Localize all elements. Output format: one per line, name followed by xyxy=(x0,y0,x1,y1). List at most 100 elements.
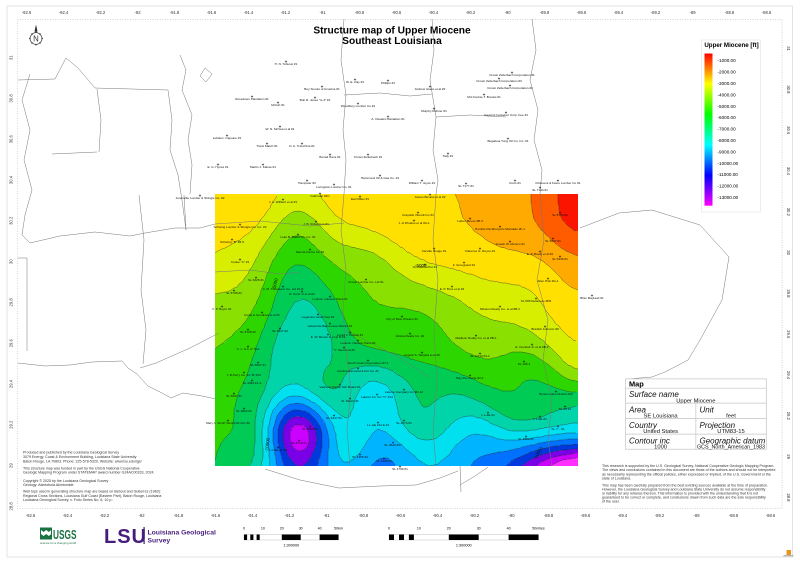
svg-text:SL 4355 #2: SL 4355 #2 xyxy=(352,455,368,459)
svg-text:Bliss Mayland #1: Bliss Mayland #1 xyxy=(580,296,604,300)
svg-text:Boy Scouts of America #1: Boy Scouts of America #1 xyxy=(304,87,340,91)
svg-text:Livingston Lumber Co. #1: Livingston Lumber Co. #1 xyxy=(316,185,352,189)
svg-text:-8000.00: -8000.00 xyxy=(718,138,737,143)
svg-text:This research is supported by: This research is supported by the U.S. G… xyxy=(602,464,774,468)
svg-text:This map has been carefully pr: This map has been carefully prepared fro… xyxy=(602,483,768,487)
svg-text:E. G. Hynes #1: E. G. Hynes #1 xyxy=(208,165,229,169)
svg-text:SL 8750 #1: SL 8750 #1 xyxy=(302,427,318,431)
svg-text:50miles: 50miles xyxy=(532,527,545,531)
svg-text:South Coast Corporation #7-1: South Coast Corporation #7-1 xyxy=(347,361,388,365)
svg-text:McGirt #1: McGirt #1 xyxy=(271,103,285,107)
svg-text:SL 7177 #1: SL 7177 #1 xyxy=(458,184,474,188)
svg-text:Crown Zellerbach Corporation #: Crown Zellerbach Corporation #1 xyxy=(489,73,535,77)
svg-text:30.6: 30.6 xyxy=(786,126,791,135)
svg-text:F. Grougnard #1: F. Grougnard #1 xyxy=(453,263,476,267)
svg-text:SL 195-1: SL 195-1 xyxy=(518,362,531,366)
svg-text:Continental Land & Fur Co. #1: Continental Land & Fur Co. #1 xyxy=(337,369,379,373)
svg-text:C. L. & F. A* #10: C. L. & F. A* #10 xyxy=(237,347,260,351)
svg-text:science for a changing world: science for a changing world xyxy=(40,541,77,545)
svg-text:1000: 1000 xyxy=(654,444,667,450)
svg-text:Andrew Grace et al #2: Andrew Grace et al #2 xyxy=(415,87,446,91)
svg-text:Copyright © 2025 by the Louisi: Copyright © 2025 by the Louisiana Geolog… xyxy=(23,479,109,483)
svg-text:-91: -91 xyxy=(319,10,326,15)
svg-text:0: 0 xyxy=(388,527,390,531)
svg-text:United States: United States xyxy=(643,429,678,435)
svg-text:29.6: 29.6 xyxy=(9,338,14,347)
svg-text:-4000.00: -4000.00 xyxy=(718,92,737,97)
svg-text:-91.2: -91.2 xyxy=(285,513,295,518)
svg-text:Well tops used in generating s: Well tops used in generating structure m… xyxy=(23,489,161,493)
svg-text:29.2: 29.2 xyxy=(9,420,14,429)
svg-text:-88.8: -88.8 xyxy=(729,513,739,518)
svg-text:Upper Miocene [ft]: Upper Miocene [ft] xyxy=(704,42,758,49)
svg-text:30.8: 30.8 xyxy=(9,94,14,103)
svg-text:-91: -91 xyxy=(323,513,330,518)
svg-text:The views and conclusions cont: The views and conclusions contained in t… xyxy=(602,468,775,472)
svg-text:SL 5407 #1: SL 5407 #1 xyxy=(545,239,561,243)
svg-text:Louis E. Cartano Hans #1: Louis E. Cartano Hans #1 xyxy=(340,341,376,345)
svg-text:-90.2: -90.2 xyxy=(470,513,480,518)
svg-text:-89.6: -89.6 xyxy=(581,513,591,518)
svg-text:Geologic Mapping Program under: Geologic Mapping Program under STATEMAP … xyxy=(23,471,154,475)
svg-text:40: 40 xyxy=(318,527,322,531)
svg-text:SL 5097 #1: SL 5097 #1 xyxy=(250,363,266,367)
svg-text:-13000.00: -13000.00 xyxy=(718,195,739,200)
svg-text:However, the Louisiana Geologi: However, the Louisiana Geological Survey… xyxy=(602,487,766,491)
svg-text:City of New Orleans #1: City of New Orleans #1 xyxy=(386,317,418,321)
svg-text:as necessarily representing th: as necessarily representing the official… xyxy=(602,472,771,476)
svg-text:Mission Realty Co. et al #B-2: Mission Realty Co. et al #B-2 xyxy=(480,307,520,311)
svg-text:Gaylord Container Corp. Fee #1: Gaylord Container Corp. Fee #1 xyxy=(484,113,528,117)
svg-text:Cooke "A" #1: Cooke "A" #1 xyxy=(231,260,250,264)
svg-text:Luke B. Babin Co. Inc. #1: Luke B. Babin Co. Inc. #1 xyxy=(280,235,315,239)
svg-text:30.2: 30.2 xyxy=(786,208,791,217)
svg-text:Graysille Oberdt Inc #1: Graysille Oberdt Inc #1 xyxy=(402,213,434,217)
svg-text:30: 30 xyxy=(786,250,791,255)
svg-text:William T. Joyce #1: William T. Joyce #1 xyxy=(409,181,436,185)
svg-text:-92.4: -92.4 xyxy=(59,10,69,15)
svg-text:L.L.&E #1: L.L.&E #1 xyxy=(481,413,495,417)
svg-text:-92: -92 xyxy=(134,10,141,15)
svg-text:Area: Area xyxy=(628,406,646,415)
svg-text:29: 29 xyxy=(786,454,791,459)
svg-text:30: 30 xyxy=(477,527,481,531)
svg-text:30.6: 30.6 xyxy=(9,134,14,143)
svg-text:SL 7... #1: SL 7... #1 xyxy=(551,427,564,431)
svg-text:state of Louisiana.: state of Louisiana. xyxy=(602,476,631,480)
svg-text:This structure map was funded: This structure map was funded in part by… xyxy=(23,466,140,470)
svg-text:29.4: 29.4 xyxy=(786,371,791,380)
svg-text:-6000.00: -6000.00 xyxy=(718,115,737,120)
svg-text:-88.8: -88.8 xyxy=(725,10,735,15)
svg-text:Clarence G. Royce #1: Clarence G. Royce #1 xyxy=(465,249,496,253)
svg-text:30.4: 30.4 xyxy=(786,167,791,176)
svg-text:30: 30 xyxy=(9,259,14,264)
svg-text:Unit: Unit xyxy=(700,406,715,415)
svg-text:-89: -89 xyxy=(693,513,700,518)
svg-text:29.4: 29.4 xyxy=(9,379,14,388)
svg-text:guaranteed to be correct or co: guaranteed to be correct or complete, an… xyxy=(602,496,766,500)
svg-text:Trans Match #1: Trans Match #1 xyxy=(256,144,278,148)
svg-text:Angela S. Tangled et al #2: Angela S. Tangled et al #2 xyxy=(404,353,440,357)
svg-text:Schwing "B" #8-5: Schwing "B" #8-5 xyxy=(220,240,244,244)
svg-text:29.2: 29.2 xyxy=(786,412,791,421)
svg-text:W. E. Day #1: W. E. Day #1 xyxy=(346,80,364,84)
svg-text:20: 20 xyxy=(447,527,451,531)
svg-text:Contour inc: Contour inc xyxy=(629,437,670,446)
svg-text:-11000.00: -11000.00 xyxy=(718,172,739,177)
svg-text:Crown Zellerbach Corporation #: Crown Zellerbach Corporation #2 xyxy=(487,86,533,90)
svg-text:31: 31 xyxy=(786,46,791,51)
svg-text:D. A. Tranchina #1: D. A. Tranchina #1 xyxy=(289,144,315,148)
svg-text:W. N. McVea et al #1: W. N. McVea et al #1 xyxy=(266,127,295,131)
svg-text:-89.8: -89.8 xyxy=(540,10,550,15)
svg-text:-9000.00: -9000.00 xyxy=(718,149,737,154)
svg-text:-5000.00: -5000.00 xyxy=(718,104,737,109)
svg-text:Upper Miocene: Upper Miocene xyxy=(676,398,715,404)
svg-text:SL 2620 #27: SL 2620 #27 xyxy=(384,443,402,447)
svg-text:Allen Pick #G-1: Allen Pick #G-1 xyxy=(537,279,559,283)
svg-text:Geographic datum: Geographic datum xyxy=(700,437,766,446)
svg-text:Structure map of Upper Miocene: Structure map of Upper Miocene xyxy=(313,26,471,37)
svg-text:Geology: Akintobola Akintomide: Geology: Akintobola Akintomide xyxy=(23,483,74,487)
svg-text:-91.8: -91.8 xyxy=(174,513,184,518)
svg-text:-89.6: -89.6 xyxy=(577,10,587,15)
svg-text:Tally #1: Tally #1 xyxy=(443,154,454,158)
svg-text:E. P. Brady et al #2: E. P. Brady et al #2 xyxy=(527,252,554,256)
